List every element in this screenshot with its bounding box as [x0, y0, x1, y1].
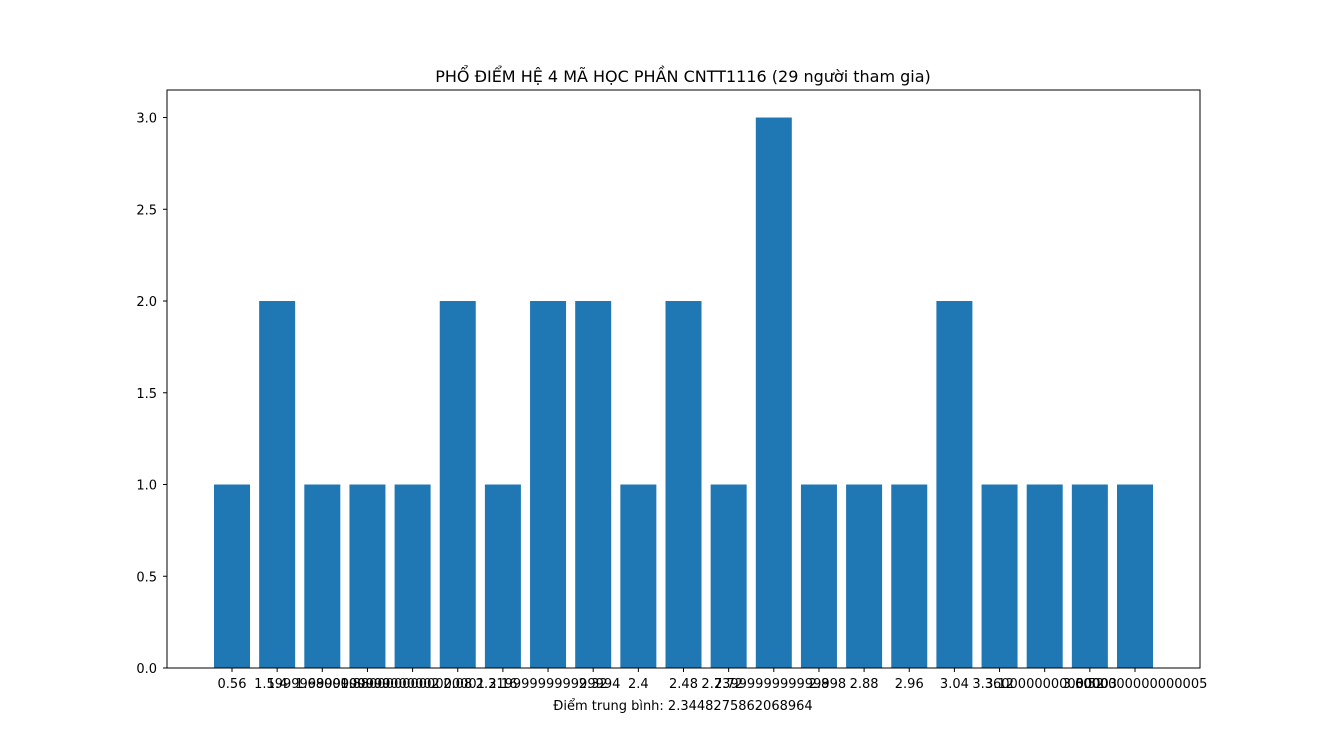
bar-5 [439, 301, 476, 668]
x-tick-label-11: 2.72 [714, 677, 743, 692]
bar-16 [936, 301, 973, 668]
bar-10 [665, 301, 702, 668]
bar-8 [575, 301, 612, 668]
bar-15 [891, 484, 928, 668]
bar-7 [530, 301, 567, 668]
y-tick-label-4: 2.0 [136, 295, 157, 310]
y-tick-label-3: 1.5 [136, 387, 157, 402]
plot-frame [166, 89, 1201, 669]
x-tick-label-16: 3.04 [940, 677, 969, 692]
x-tick-label-0: 0.56 [218, 677, 247, 692]
x-tick-label-3: 1.6800000000000002 [295, 677, 440, 692]
y-tick-label-1: 0.5 [136, 570, 157, 585]
bar-17 [981, 484, 1018, 668]
bars-layer [214, 117, 1153, 669]
x-tick-label-14: 2.88 [850, 677, 879, 692]
x-tick-label-18: 3.3600000000000003 [972, 677, 1117, 692]
bar-13 [800, 484, 837, 668]
x-tick-label-6: 2.16 [488, 677, 517, 692]
bar-2 [304, 484, 341, 668]
x-tick-label-7: 2.3199999999999994 [476, 677, 621, 692]
bar-6 [484, 484, 521, 668]
y-tick-label-0: 0.0 [136, 662, 157, 677]
x-tick-label-12: 2.7399999999999998 [701, 677, 846, 692]
y-tick-label-6: 3.0 [136, 112, 157, 127]
bar-3 [349, 484, 386, 668]
x-tick-label-20: 3.6000000000000005 [1063, 677, 1208, 692]
bar-12 [755, 117, 792, 669]
x-tick-label-5: 2.08 [443, 677, 472, 692]
y-tick-label-2: 1.0 [136, 479, 157, 494]
x-tick-label-8: 2.32 [579, 677, 608, 692]
chart-title: PHỔ ĐIỂM HỆ 4 MÃ HỌC PHẦN CNTT1116 (29 n… [435, 65, 931, 86]
bar-11 [710, 484, 747, 668]
y-tick-label-5: 2.5 [136, 203, 157, 218]
x-tick-label-4: 1.8800000000000001 [340, 677, 485, 692]
x-tick-label-13: 2.8 [809, 677, 830, 692]
x-tick-label-19: 3.52 [1075, 677, 1104, 692]
bar-20 [1117, 484, 1153, 668]
x-tick-label-2: 1.599999999999999 [254, 677, 390, 692]
bar-18 [1026, 484, 1063, 668]
bar-19 [1071, 484, 1108, 668]
x-tick-label-15: 2.96 [895, 677, 924, 692]
ticks-layer: 0.56 1.41.5999999999999991.68000000000000… [136, 112, 1207, 692]
bar-9 [620, 484, 657, 668]
bar-1 [259, 301, 296, 668]
bar-4 [394, 484, 431, 668]
x-axis-label: Điểm trung bình: 2.3448275862068964 [553, 699, 812, 714]
x-tick-label-1: 1.4 [267, 677, 288, 692]
x-tick-label-9: 2.4 [628, 677, 649, 692]
x-tick-label-10: 2.48 [669, 677, 698, 692]
bar-14 [846, 484, 883, 668]
x-tick-label-17: 3.12 [985, 677, 1014, 692]
bar-0 [214, 484, 250, 668]
